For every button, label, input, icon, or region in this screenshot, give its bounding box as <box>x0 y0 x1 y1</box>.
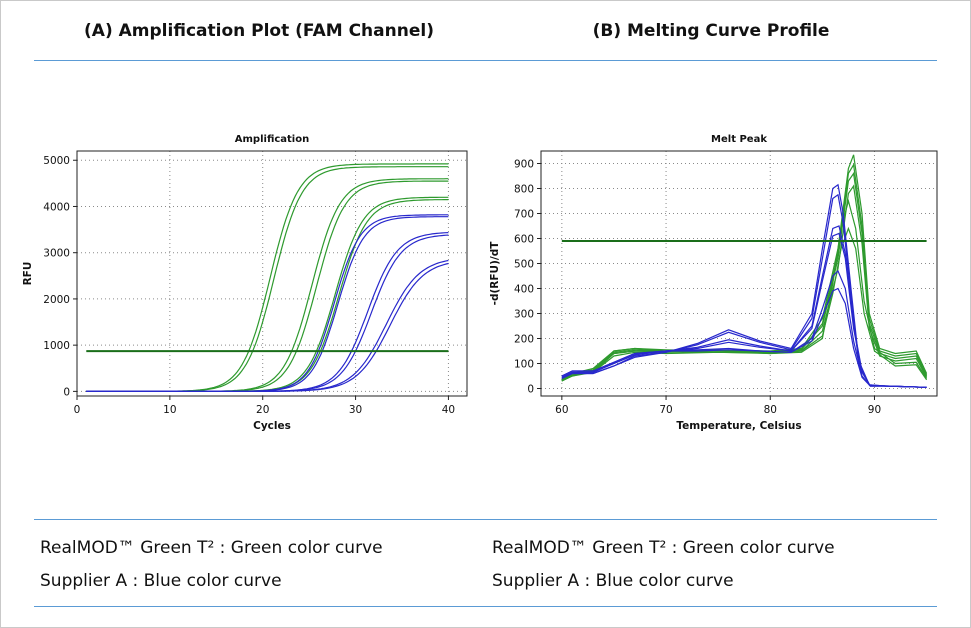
y-tick-label: 700 <box>514 209 534 221</box>
y-tick-label: 100 <box>514 359 534 371</box>
x-tick-label: 60 <box>555 404 568 416</box>
bottom-rule <box>34 606 937 607</box>
series-line-blue-12 <box>561 287 927 388</box>
series-line-blue-12 <box>86 262 449 392</box>
series-line-green-1 <box>86 163 449 392</box>
plot-area-frame <box>540 150 938 397</box>
legend-left-blue: Supplier A : Blue color curve <box>40 571 282 591</box>
y-tick-label: 800 <box>514 184 534 196</box>
y-tick-label: 200 <box>514 334 534 346</box>
y-tick-label: 4000 <box>43 201 70 213</box>
x-tick-label: 30 <box>349 404 362 416</box>
y-tick-label: 2000 <box>43 294 70 306</box>
x-tick-label: 0 <box>74 404 81 416</box>
series-line-blue-10 <box>86 234 449 392</box>
x-tick-label: 10 <box>163 404 176 416</box>
series-line-green-5 <box>561 198 928 382</box>
series-line-blue-11 <box>86 259 449 392</box>
series-line-green-4 <box>561 184 928 382</box>
legend-left-green: RealMOD™ Green T² : Green color curve <box>40 538 383 558</box>
series-line-green-3 <box>86 178 449 392</box>
panel-b-title: (B) Melting Curve Profile <box>592 21 830 41</box>
x-tick-label: 80 <box>764 404 777 416</box>
series-line-green-1 <box>561 154 928 382</box>
y-tick-label: 1000 <box>43 340 70 352</box>
y-tick-label: 600 <box>514 234 534 246</box>
series-line-blue-9 <box>86 232 449 392</box>
y-tick-label: 400 <box>514 284 534 296</box>
y-tick-label: 300 <box>514 309 534 321</box>
series-line-blue-10 <box>561 232 927 388</box>
y-tick-label: 0 <box>63 386 70 398</box>
x-axis-label: Cycles <box>253 420 291 432</box>
top-rule <box>34 60 937 61</box>
x-tick-label: 70 <box>659 404 672 416</box>
y-axis-label: RFU <box>22 262 34 286</box>
series-line-green-2 <box>561 163 928 380</box>
plot-area-frame <box>76 150 468 397</box>
y-tick-label: 5000 <box>43 155 70 167</box>
legend-right-blue: Supplier A : Blue color curve <box>492 571 734 591</box>
y-tick-label: 0 <box>527 384 534 396</box>
x-tick-label: 90 <box>868 404 881 416</box>
series-line-green-6 <box>86 199 449 392</box>
amplification-chart: Amplification 0 10 20 30 40 0 1000 2000 3000 4000 5… <box>22 134 468 432</box>
middle-rule <box>34 519 937 520</box>
series-line-blue-7 <box>561 183 927 388</box>
legend-right-green: RealMOD™ Green T² : Green color curve <box>492 538 835 558</box>
chart-title: Amplification <box>235 134 309 145</box>
chart-title: Melt Peak <box>711 134 767 145</box>
x-tick-label: 40 <box>442 404 455 416</box>
series-line-blue-9 <box>561 225 927 388</box>
y-axis-label: -d(RFU)/dT <box>489 241 501 306</box>
x-tick-label: 20 <box>256 404 269 416</box>
series-line-green-3 <box>561 171 928 381</box>
panel-a-title: (A) Amplification Plot (FAM Channel) <box>84 21 434 41</box>
series-line-green-4 <box>86 180 449 392</box>
y-tick-label: 900 <box>514 159 534 171</box>
series-line-blue-8 <box>561 193 927 388</box>
series-line-green-5 <box>86 196 449 392</box>
series-line-green-6 <box>561 226 928 382</box>
y-tick-label: 3000 <box>43 248 70 260</box>
y-tick-label: 500 <box>514 259 534 271</box>
x-axis-label: Temperature, Celsius <box>676 420 801 432</box>
